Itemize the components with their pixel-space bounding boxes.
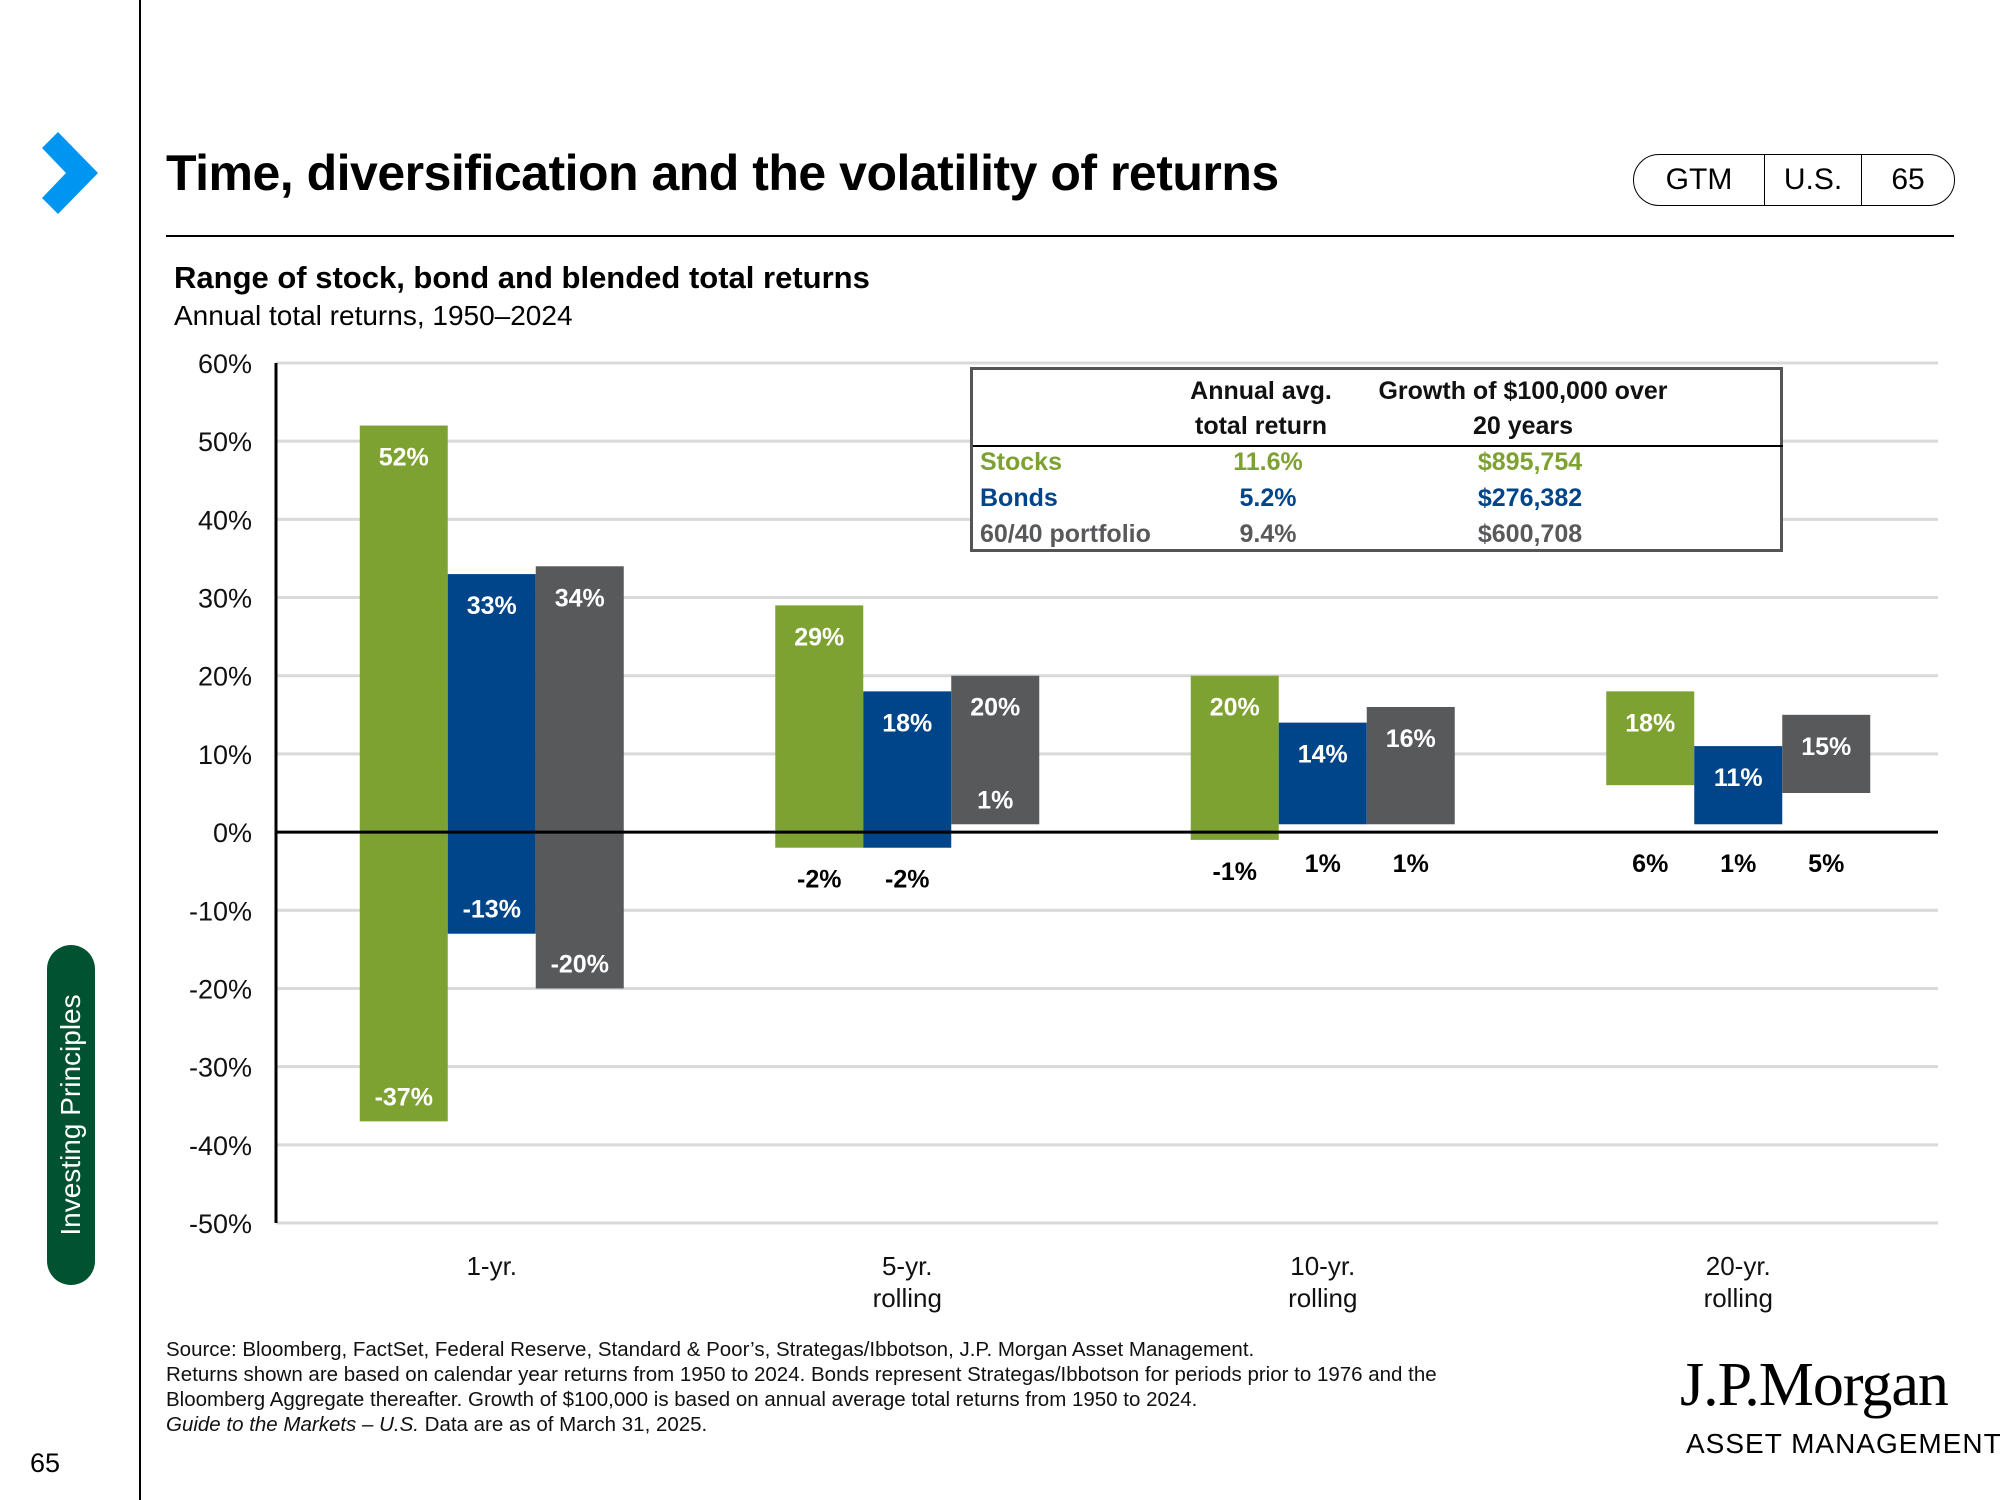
bar-stocks xyxy=(775,605,864,848)
data-label-max: 34% xyxy=(555,584,605,612)
bar-60-40-portfolio xyxy=(1782,714,1871,793)
bar-stocks xyxy=(1190,675,1279,840)
sidebar-divider xyxy=(139,0,141,1500)
page-title: Time, diversification and the volatility… xyxy=(166,145,1279,201)
data-label-min: -2% xyxy=(885,866,929,894)
returns-summary-table: Annual avg. total return Growth of $100,… xyxy=(970,367,1783,552)
data-label-min: 1% xyxy=(1720,850,1756,878)
title-divider xyxy=(166,235,1954,237)
data-label-min: 6% xyxy=(1632,850,1668,878)
row-growth: $276,382 xyxy=(1477,484,1583,512)
bar-stocks xyxy=(1606,691,1695,786)
source-notes: Source: Bloomberg, FactSet, Federal Rese… xyxy=(166,1337,1616,1437)
chart-subtitle: Annual total returns, 1950–2024 xyxy=(174,300,573,331)
x-category-label: rolling xyxy=(873,1283,942,1313)
source-line: Guide to the Markets – U.S. Data are as … xyxy=(166,1412,1616,1437)
source-line: Returns shown are based on calendar year… xyxy=(166,1363,1437,1386)
data-label-max: 20% xyxy=(970,694,1020,722)
data-label-max: 18% xyxy=(882,709,932,737)
data-label-max: 14% xyxy=(1298,741,1348,769)
data-label-max: 20% xyxy=(1210,694,1260,722)
bar-bonds xyxy=(863,691,952,848)
data-label-max: 15% xyxy=(1801,733,1851,761)
bar-60-40-portfolio xyxy=(951,675,1040,825)
tag-region: U.S. xyxy=(1765,155,1862,205)
bar-60-40-portfolio xyxy=(535,566,624,989)
page-number: 65 xyxy=(30,1448,61,1478)
row-return: 9.4% xyxy=(1239,520,1297,548)
y-tick-label: -50% xyxy=(189,1209,252,1239)
table-row-stocks: Stocks 11.6% $895,754 xyxy=(980,448,1770,482)
section-label: Investing Principles xyxy=(55,994,86,1236)
tag-gtm: GTM xyxy=(1634,155,1765,205)
y-tick-label: 0% xyxy=(213,818,252,848)
y-tick-label: -30% xyxy=(189,1053,252,1083)
data-label-max: 52% xyxy=(379,444,429,472)
source-line: Bloomberg Aggregate thereafter. Growth o… xyxy=(166,1388,1198,1411)
bar-60-40-portfolio xyxy=(1366,707,1455,825)
row-return: 11.6% xyxy=(1233,448,1303,476)
data-label-min: -13% xyxy=(463,896,521,924)
bar-stocks xyxy=(359,425,448,1122)
chevron-right-icon xyxy=(42,132,98,214)
x-category-label: rolling xyxy=(1704,1283,1773,1313)
x-category-label: 1-yr. xyxy=(466,1251,517,1281)
data-label-max: 16% xyxy=(1386,725,1436,753)
data-label-max: 29% xyxy=(794,623,844,651)
table-header-rule xyxy=(973,445,1783,447)
data-date: Data are as of March 31, 2025. xyxy=(418,1413,708,1436)
table-row-bonds: Bonds 5.2% $276,382 xyxy=(980,484,1770,518)
row-return: 5.2% xyxy=(1239,484,1297,512)
y-tick-label: -10% xyxy=(189,896,252,926)
y-tick-label: 30% xyxy=(198,584,252,614)
y-tick-label: 10% xyxy=(198,740,252,770)
bar-bonds xyxy=(447,574,536,934)
guide-title: Guide to the Markets – U.S. xyxy=(166,1413,419,1436)
data-label-max: 18% xyxy=(1625,709,1675,737)
data-label-min: 1% xyxy=(977,786,1013,814)
data-label-min: 5% xyxy=(1808,850,1844,878)
x-category-label: rolling xyxy=(1288,1283,1357,1313)
header-growth: Growth of $100,000 over 20 years xyxy=(1378,377,1668,440)
row-label: Stocks xyxy=(980,448,1062,476)
data-label-max: 33% xyxy=(467,592,517,620)
data-label-min: -2% xyxy=(797,866,841,894)
x-category-label: 20-yr. xyxy=(1706,1251,1771,1281)
section-tab-investing-principles[interactable]: Investing Principles xyxy=(47,945,95,1285)
y-tick-label: 60% xyxy=(198,349,252,379)
y-tick-label: 20% xyxy=(198,662,252,692)
jpmorgan-logo: J.P.Morgan xyxy=(1680,1351,1949,1419)
data-label-min: 1% xyxy=(1393,850,1429,878)
page-tag-pill: GTM U.S. 65 xyxy=(1633,154,1955,206)
data-label-min: -1% xyxy=(1213,858,1257,886)
row-label: Bonds xyxy=(980,484,1058,512)
data-label-min: -37% xyxy=(375,1083,433,1111)
source-line: Source: Bloomberg, FactSet, Federal Rese… xyxy=(166,1338,1255,1361)
chart-title: Range of stock, bond and blended total r… xyxy=(174,260,870,295)
row-label: 60/40 portfolio xyxy=(980,520,1151,548)
y-tick-label: -20% xyxy=(189,974,252,1004)
bar-bonds xyxy=(1278,722,1367,825)
y-tick-label: 40% xyxy=(198,505,252,535)
y-tick-label: 50% xyxy=(198,427,252,457)
y-tick-label: -40% xyxy=(189,1131,252,1161)
bar-bonds xyxy=(1694,746,1783,825)
row-growth: $895,754 xyxy=(1477,448,1583,476)
x-category-label: 5-yr. xyxy=(882,1251,933,1281)
data-label-max: 11% xyxy=(1714,764,1763,792)
header-annual-return: Annual avg. total return xyxy=(1190,377,1332,440)
data-label-min: 1% xyxy=(1305,850,1341,878)
table-row-blend: 60/40 portfolio 9.4% $600,708 xyxy=(980,520,1770,554)
x-category-label: 10-yr. xyxy=(1290,1251,1355,1281)
data-label-min: -20% xyxy=(551,950,609,978)
row-growth: $600,708 xyxy=(1477,520,1583,548)
tag-page: 65 xyxy=(1891,163,1925,196)
asset-management-logo: ASSET MANAGEMENT xyxy=(1686,1428,2000,1459)
